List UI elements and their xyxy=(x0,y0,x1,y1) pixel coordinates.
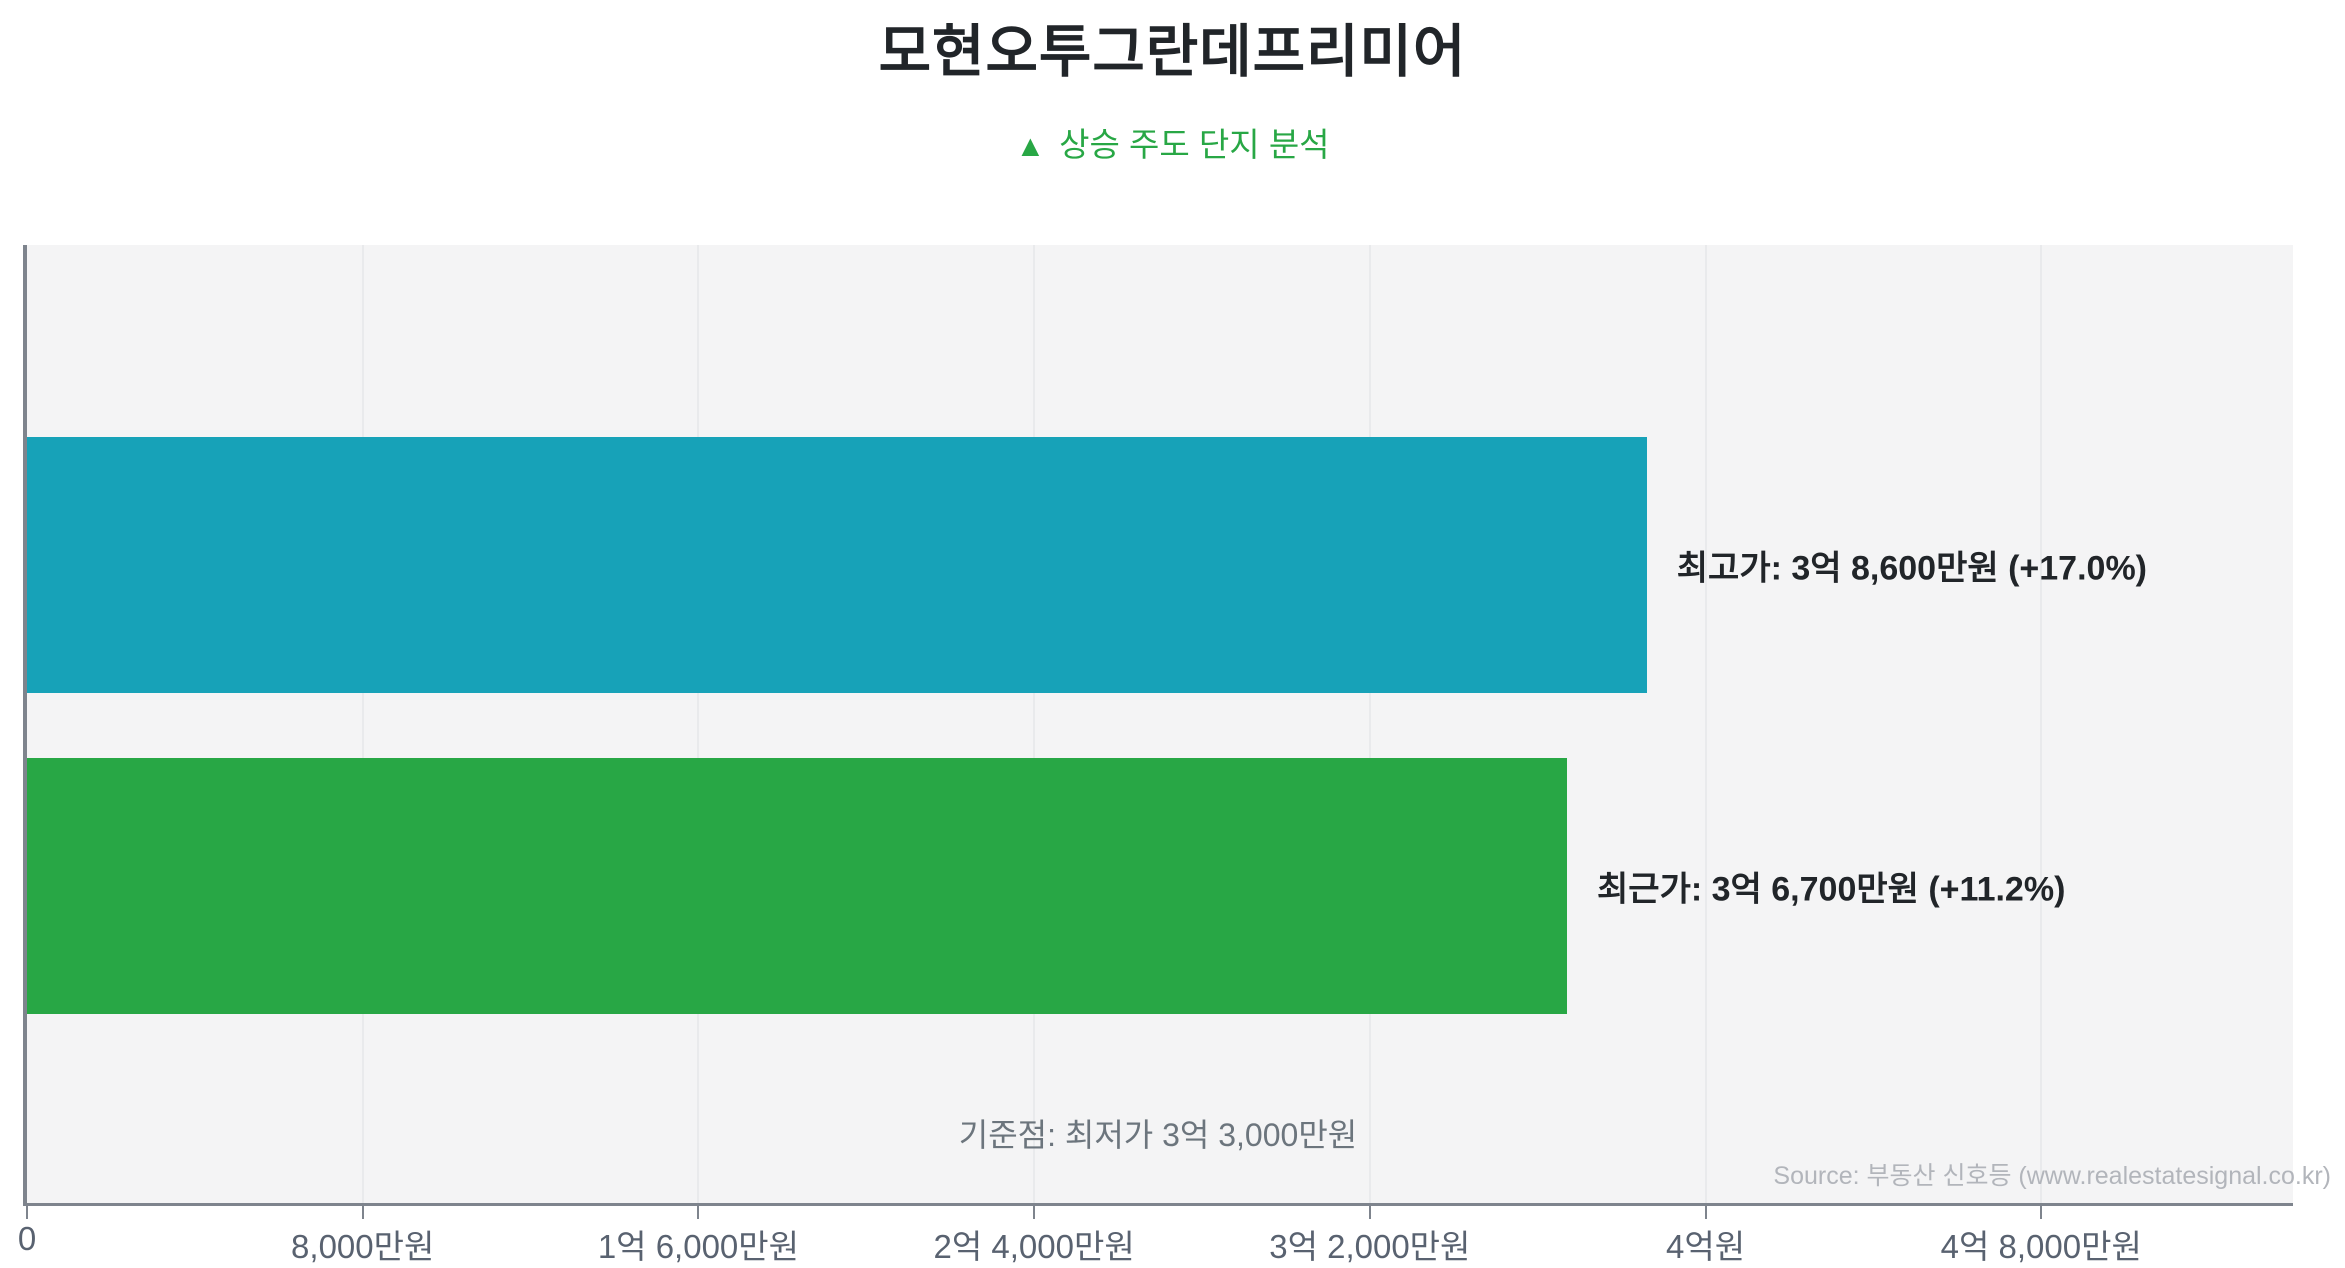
x-tick-label: 4억원 xyxy=(1665,1228,1746,1265)
bar-value-label: 최고가: 3억 8,600만원 (+17.0%) xyxy=(1676,549,2148,588)
baseline-annotation: 기준점: 최저가 3억 3,000만원 xyxy=(958,1117,1358,1153)
gridline xyxy=(1704,245,1707,1203)
source-attribution: Source: 부동산 신호등 (www.realestatesignal.co… xyxy=(1773,1162,2331,1190)
x-tick-mark xyxy=(1033,1206,1036,1219)
x-tick-mark xyxy=(1368,1206,1371,1219)
gridline xyxy=(361,245,364,1203)
plot-area xyxy=(23,245,2293,1206)
bar-value-label: 최근가: 3억 6,700만원 (+11.2%) xyxy=(1597,870,2066,909)
x-tick-mark xyxy=(26,1206,28,1219)
x-tick-label: 4억 8,000만원 xyxy=(1940,1228,2142,1265)
x-tick-label: 3억 2,000만원 xyxy=(1269,1228,1471,1265)
chart-title: 모현오투그란데프리미어 xyxy=(878,20,1467,84)
chart-subtitle: ▲ 상승 주도 단지 분석 xyxy=(0,118,2345,166)
x-tick-label: 0 xyxy=(17,1220,37,1257)
x-tick-label: 2억 4,000만원 xyxy=(933,1228,1135,1265)
gridline xyxy=(1368,245,1371,1203)
gridline xyxy=(697,245,700,1203)
gridline xyxy=(1033,245,1036,1203)
x-tick-mark xyxy=(697,1206,700,1219)
x-tick-mark xyxy=(361,1206,364,1219)
x-tick-label: 1억 6,000만원 xyxy=(597,1228,799,1265)
bar-최고가 xyxy=(27,437,1647,693)
x-tick-mark xyxy=(1704,1206,1707,1219)
up-triangle-icon: ▲ xyxy=(1015,130,1046,163)
bar-최근가 xyxy=(27,758,1568,1014)
gridline xyxy=(2040,245,2043,1203)
x-tick-label: 8,000만원 xyxy=(291,1228,435,1265)
x-tick-mark xyxy=(2040,1206,2043,1219)
chart-subtitle-label: 상승 주도 단지 분석 xyxy=(1059,126,1330,163)
